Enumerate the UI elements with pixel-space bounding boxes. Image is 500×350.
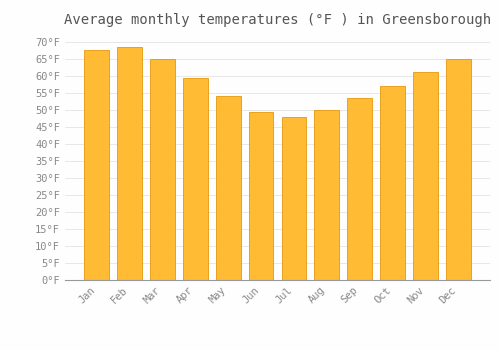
Bar <box>380 86 405 280</box>
Bar <box>216 96 240 280</box>
Bar <box>348 98 372 280</box>
Bar <box>248 112 274 280</box>
Bar <box>183 78 208 280</box>
Bar <box>446 59 470 280</box>
Bar <box>413 72 438 280</box>
Bar <box>150 59 174 280</box>
Title: Average monthly temperatures (°F ) in Greensborough: Average monthly temperatures (°F ) in Gr… <box>64 13 491 27</box>
Bar <box>282 117 306 280</box>
Bar <box>117 47 142 280</box>
Bar <box>84 50 109 280</box>
Bar <box>314 110 339 280</box>
